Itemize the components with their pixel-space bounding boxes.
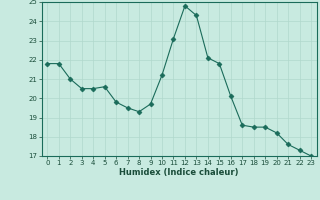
X-axis label: Humidex (Indice chaleur): Humidex (Indice chaleur)	[119, 168, 239, 177]
